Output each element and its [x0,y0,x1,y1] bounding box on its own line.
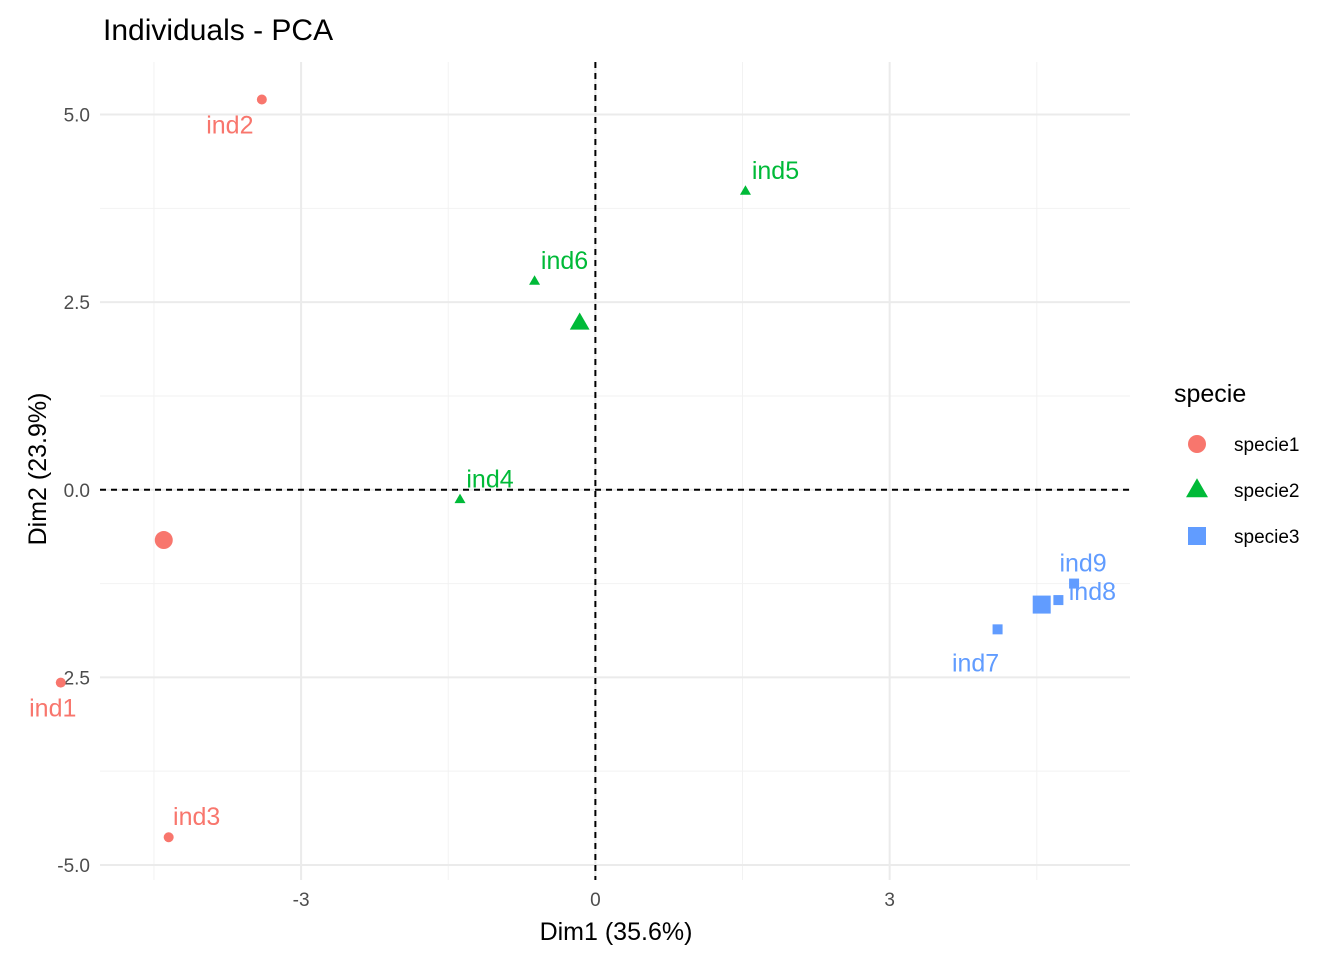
legend-label-specie3: specie3 [1234,527,1300,548]
point-ind1 [55,677,66,688]
x-tick-label: 0 [590,890,601,911]
label-ind7: ind7 [952,649,999,677]
legend: specie specie1 specie2 specie3 [1174,380,1300,548]
data-points [55,94,1080,843]
y-tick-label: 2.5 [64,293,90,314]
centroid-specie3 [1032,595,1051,614]
point-ind4 [454,493,466,504]
y-tick-label: -5.0 [57,856,90,877]
centroid-specie1 [154,531,173,550]
point-ind3 [163,832,174,843]
grid [100,62,1130,880]
y-axis-title: Dim2 (23.9%) [24,393,52,546]
point-ind5 [739,185,751,195]
centroid-specie2 [569,312,590,330]
label-ind2: ind2 [206,112,253,140]
legend-label-specie1: specie1 [1234,435,1300,456]
legend-key-specie1 [1188,435,1206,453]
label-ind6: ind6 [541,247,588,275]
label-ind4: ind4 [466,466,513,494]
label-ind9: ind9 [1059,550,1106,578]
point-ind2 [256,94,267,105]
legend-label-specie2: specie2 [1234,481,1300,502]
label-ind5: ind5 [752,157,799,185]
point-ind9 [1069,578,1080,589]
label-ind3: ind3 [173,803,220,831]
legend-key-specie2 [1186,478,1208,498]
point-ind8 [1053,595,1064,606]
y-tick-label: 0.0 [64,481,90,502]
legend-title: specie [1174,380,1246,408]
y-tick-label: 5.0 [64,106,90,127]
legend-key-specie3 [1188,527,1206,545]
x-tick-label: -3 [293,890,310,911]
point-ind7 [992,624,1003,635]
label-ind8: ind8 [1069,578,1116,606]
reference-lines [100,62,1130,880]
ticks: -3 0 3-5.0-2.50.02.55.0 [57,106,895,911]
x-tick-label: 3 [884,890,895,911]
label-ind1: ind1 [29,695,76,723]
chart-title: Individuals - PCA [103,14,333,47]
point-ind6 [529,275,541,285]
x-axis-title: Dim1 (35.6%) [540,918,693,946]
